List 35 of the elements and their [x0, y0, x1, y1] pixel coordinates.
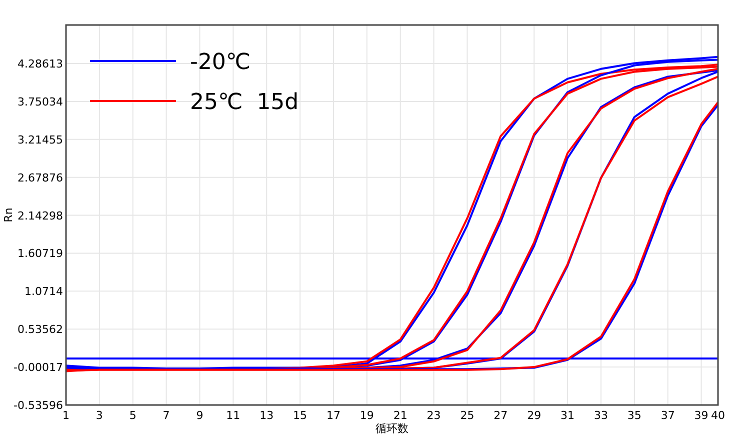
y-tick-label: 1.60719 — [18, 247, 63, 260]
x-tick-label: 19 — [360, 409, 374, 422]
x-tick-label: 3 — [96, 409, 103, 422]
y-tick-label: 3.21455 — [18, 133, 63, 146]
y-tick-label: 1.0714 — [24, 285, 63, 298]
x-tick-label: 21 — [393, 409, 408, 422]
y-tick-label: 2.67876 — [18, 171, 63, 184]
x-tick-label: 1 — [62, 409, 70, 422]
x-tick-label: 40 — [711, 409, 725, 422]
x-tick-label: 29 — [527, 409, 542, 422]
y-tick-label: 4.28613 — [18, 58, 63, 71]
y-tick-label: 0.53562 — [18, 323, 63, 336]
y-tick-label: -0.53596 — [14, 399, 63, 412]
x-tick-label: 13 — [260, 409, 274, 422]
x-tick-label: 27 — [494, 409, 508, 422]
y-tick-label: 3.75034 — [18, 95, 63, 108]
x-tick-label: 37 — [660, 409, 675, 422]
x-tick-label: 25 — [460, 409, 474, 422]
x-axis-title: 循环数 — [376, 422, 408, 435]
x-tick-label: 39 — [694, 409, 708, 422]
x-tick-label: 7 — [162, 409, 170, 422]
x-tick-label: 23 — [426, 409, 441, 422]
y-tick-label: -0.00017 — [14, 361, 63, 374]
x-tick-label: 35 — [627, 409, 642, 422]
x-tick-label: 17 — [326, 409, 340, 422]
legend-label: -20℃ — [190, 50, 251, 75]
x-tick-label: 11 — [226, 409, 240, 422]
y-tick-label: 2.14298 — [18, 209, 63, 222]
y-axis-title: Rn — [2, 208, 15, 222]
legend-label: 25℃ 15d — [190, 90, 299, 115]
x-tick-label: 9 — [196, 409, 204, 422]
x-tick-label: 31 — [560, 409, 575, 422]
x-tick-label: 33 — [594, 409, 608, 422]
x-tick-label: 5 — [129, 409, 136, 422]
x-tick-label: 15 — [293, 409, 308, 422]
